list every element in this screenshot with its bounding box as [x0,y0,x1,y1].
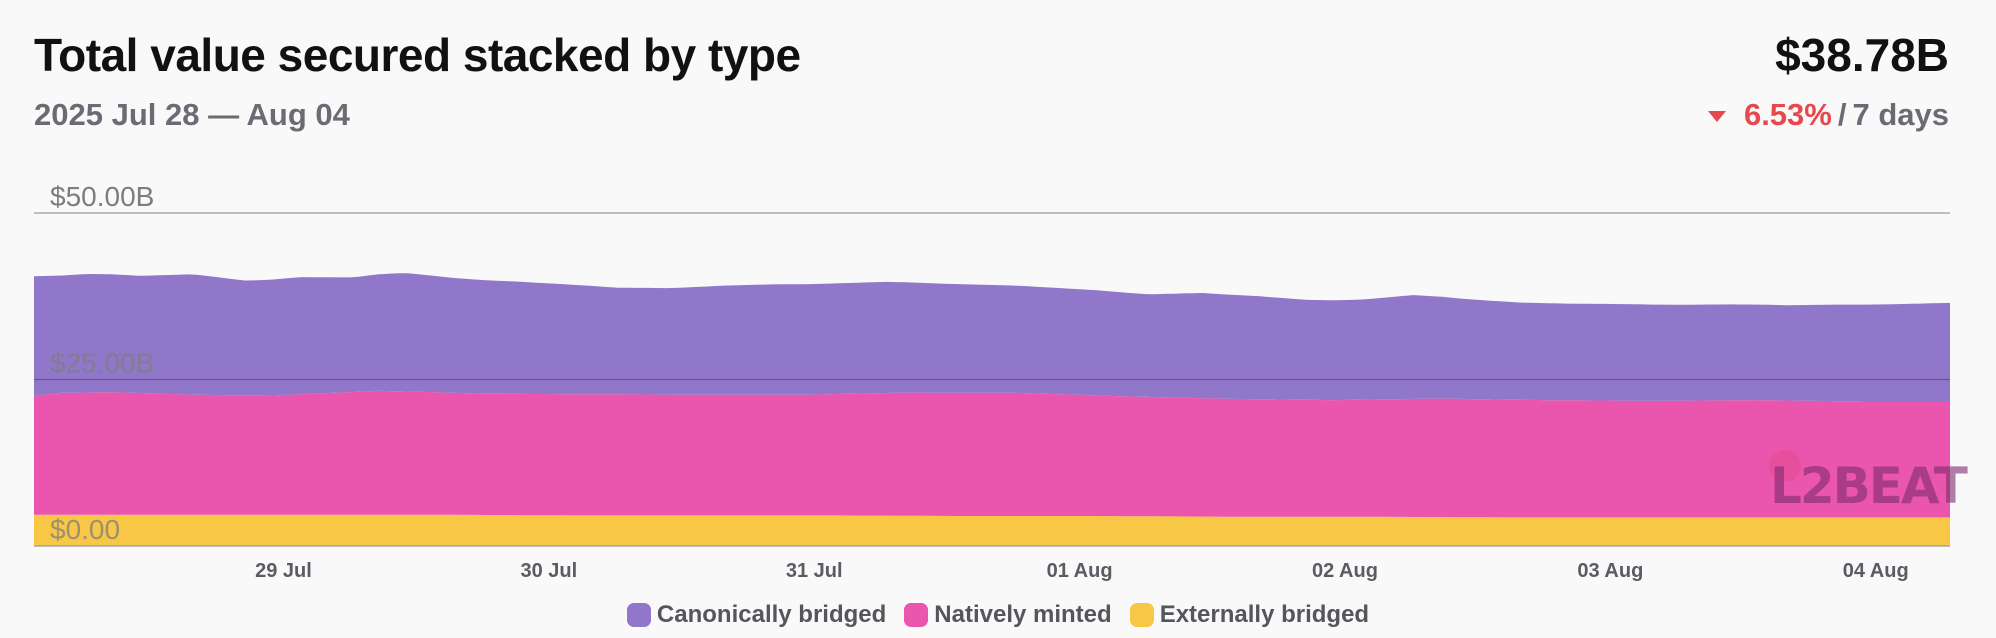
logo-heart-icon [1769,450,1801,482]
x-tick-label: 29 Jul [255,560,312,582]
y-axis-labels: $50.00B $25.00B $0.00 [50,181,154,545]
stacked-area-chart[interactable]: L2BEAT $50.00B $25.00B $0.00 29 Jul 30 Jul 3… [0,0,1996,600]
logo-text: L2BEAT [1770,457,1968,515]
legend-swatch-native [904,603,929,627]
legend-swatch-canonical [626,603,651,627]
x-tick-label: 01 Aug [1047,560,1113,582]
y-tick-label: $50.00B [50,181,154,212]
x-tick-label: 31 Jul [786,560,843,582]
area-canonically-bridged[interactable] [34,273,1950,402]
x-tick-label: 04 Aug [1843,560,1909,582]
date-range: 2025 Jul 28 — Aug 04 [34,97,350,132]
x-tick-label: 30 Jul [520,560,577,582]
legend-label: Canonically bridged [656,601,887,628]
chart-title: Total value secured stacked by type [34,29,801,81]
l2beat-watermark: L2BEAT [1769,450,1970,515]
area-layer [34,273,1950,546]
down-arrow-icon [1707,110,1726,122]
change-summary: 6.53% / 7 days [1707,97,1949,133]
legend-label: Externally bridged [1159,601,1370,628]
x-tick-label: 03 Aug [1577,560,1643,582]
legend-item-canonically-bridged[interactable]: Canonically bridged [626,601,887,629]
area-externally-bridged[interactable] [34,514,1950,546]
total-value: $38.78B [1775,29,1949,81]
y-tick-label: $25.00B [50,348,154,379]
legend-label: Natively minted [934,601,1112,628]
y-tick-label: $0.00 [50,514,120,545]
legend: Canonically bridged Natively minted Exte… [0,601,1996,629]
legend-swatch-external [1129,603,1154,627]
legend-item-externally-bridged[interactable]: Externally bridged [1129,601,1370,629]
x-tick-label: 02 Aug [1312,560,1378,582]
area-natively-minted[interactable] [34,390,1950,518]
change-separator: / [1837,97,1847,132]
legend-item-natively-minted[interactable]: Natively minted [904,601,1112,629]
change-period: 7 days [1852,97,1949,132]
grid-layer [34,212,1950,547]
change-percent: 6.53% [1743,97,1832,132]
x-axis-labels: 29 Jul 30 Jul 31 Jul 01 Aug 02 Aug 03 Aug 04 A… [255,560,1909,582]
